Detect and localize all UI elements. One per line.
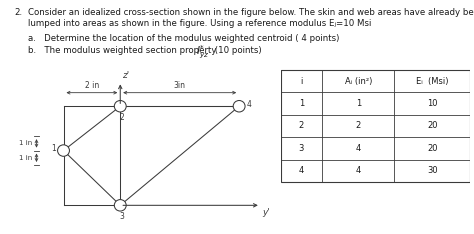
- Text: 20: 20: [427, 144, 438, 153]
- Text: 10: 10: [427, 99, 438, 108]
- Text: 20: 20: [427, 121, 438, 130]
- Text: a.   Determine the location of the modulus weighted centroid ( 4 points): a. Determine the location of the modulus…: [28, 34, 339, 43]
- Text: 4: 4: [356, 166, 361, 175]
- Text: Aᵢ (in²): Aᵢ (in²): [345, 77, 372, 86]
- Text: 4: 4: [356, 144, 361, 153]
- Text: b.   The modulus weighted section property: b. The modulus weighted section property: [28, 46, 219, 55]
- Text: 2 in: 2 in: [85, 80, 99, 90]
- Text: 1 in: 1 in: [19, 140, 32, 146]
- Text: lumped into areas as shown in the figure. Using a reference modulus Eⱼ=10 Msi: lumped into areas as shown in the figure…: [28, 19, 371, 28]
- Text: 4: 4: [299, 166, 304, 175]
- Text: 1: 1: [51, 144, 55, 153]
- Text: 2.: 2.: [14, 8, 22, 17]
- Circle shape: [114, 100, 126, 112]
- Text: 3in: 3in: [173, 80, 186, 90]
- Text: 3: 3: [119, 212, 124, 221]
- Text: 1 in: 1 in: [19, 155, 32, 161]
- Text: 1: 1: [299, 99, 304, 108]
- Text: 30: 30: [427, 166, 438, 175]
- Circle shape: [233, 100, 245, 112]
- Text: (10 points): (10 points): [212, 46, 262, 55]
- Text: Consider an idealized cross-section shown in the figure below. The skin and web : Consider an idealized cross-section show…: [28, 8, 474, 17]
- Text: Eᵢ  (Msi): Eᵢ (Msi): [416, 77, 448, 86]
- Text: 2: 2: [119, 113, 124, 122]
- Text: $\mathit{I}^{*}_{yz}$: $\mathit{I}^{*}_{yz}$: [196, 44, 210, 61]
- Text: 2: 2: [356, 121, 361, 130]
- Text: y': y': [262, 208, 270, 217]
- Text: i: i: [300, 77, 303, 86]
- Bar: [281, 70, 470, 182]
- Circle shape: [57, 145, 70, 156]
- Text: 2: 2: [299, 121, 304, 130]
- Text: z': z': [122, 71, 130, 80]
- Text: 4: 4: [247, 100, 252, 109]
- Text: 1: 1: [356, 99, 361, 108]
- Circle shape: [114, 200, 126, 211]
- Text: 3: 3: [299, 144, 304, 153]
